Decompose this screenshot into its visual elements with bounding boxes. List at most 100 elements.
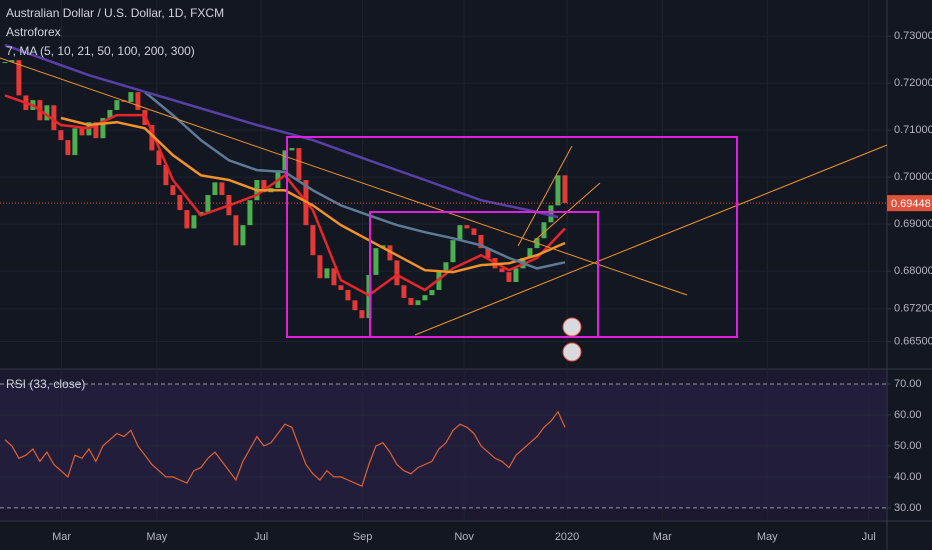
event-icon: [562, 342, 582, 362]
last-price-box: [887, 195, 932, 212]
candle: [2, 62, 8, 64]
candle: [464, 225, 470, 229]
moving-average: [60, 116, 566, 274]
x-tick-label: May: [757, 531, 778, 543]
candle: [156, 150, 162, 165]
candle: [240, 225, 246, 246]
last-price-label: 0.69448: [891, 198, 931, 210]
candle: [331, 268, 337, 286]
candle: [58, 130, 64, 141]
grid: [0, 0, 887, 520]
candle: [443, 262, 449, 271]
x-tick-label: Jul: [254, 531, 268, 543]
candle: [471, 228, 477, 235]
candle: [422, 295, 428, 301]
chart-subtitle: Astroforex: [6, 25, 61, 39]
candle: [219, 182, 225, 196]
candle: [135, 92, 141, 110]
y-tick-label: 0.70000: [894, 171, 932, 183]
event-icon: [562, 317, 582, 337]
candle: [72, 128, 78, 156]
candle: [261, 180, 267, 193]
candle: [415, 300, 421, 306]
x-tick-label: May: [146, 531, 167, 543]
candle: [555, 175, 561, 206]
y-tick-label: 30.00: [894, 502, 922, 514]
candle: [233, 215, 239, 246]
indicator-label: 7, MA (5, 10, 21, 50, 100, 200, 300): [6, 44, 195, 58]
x-tick-label: Jul: [862, 531, 876, 543]
candle: [401, 285, 407, 298]
marks: [0, 43, 887, 488]
candle: [478, 234, 484, 249]
candle: [352, 300, 358, 311]
chart-title: Australian Dollar / U.S. Dollar, 1D, FXC…: [6, 6, 224, 20]
candle: [527, 248, 533, 259]
y-tick-label: 0.67200: [894, 303, 932, 315]
candle: [44, 105, 50, 121]
y-tick-label: 0.69000: [894, 218, 932, 230]
x-tick-label: 2020: [555, 531, 579, 543]
candle: [548, 205, 554, 223]
candle: [450, 240, 456, 263]
candle: [16, 60, 22, 96]
candle: [429, 289, 435, 296]
y-tick-label: 0.66500: [894, 336, 932, 348]
candle: [9, 60, 15, 63]
candle: [310, 225, 316, 256]
candle: [373, 248, 379, 275]
candle: [65, 140, 71, 156]
candle: [338, 285, 344, 290]
candle: [149, 125, 155, 151]
candle: [359, 310, 365, 319]
rsi-title: RSI (33, close): [6, 377, 85, 391]
candle: [408, 297, 414, 306]
candle: [191, 215, 197, 229]
y-tick-label: 60.00: [894, 409, 922, 421]
drawings: [0, 57, 888, 362]
candle: [128, 92, 134, 102]
candle: [51, 105, 57, 131]
candle: [177, 195, 183, 211]
candle: [212, 182, 218, 196]
candle: [107, 109, 113, 118]
x-tick-label: Nov: [454, 531, 474, 543]
candle: [317, 255, 323, 279]
y-tick-label: 70.00: [894, 378, 922, 390]
y-tick-label: 0.71000: [894, 124, 932, 136]
candle: [296, 148, 302, 181]
candle: [562, 175, 568, 204]
candle: [100, 117, 106, 139]
candle: [184, 210, 190, 229]
y-tick-label: 0.72000: [894, 77, 932, 89]
y-tick-label: 0.68000: [894, 265, 932, 277]
trend-line: [414, 144, 888, 336]
candle: [541, 222, 547, 239]
candle: [93, 122, 99, 139]
trend-line: [0, 57, 688, 296]
candle: [485, 248, 491, 259]
candle: [163, 164, 169, 186]
candle: [394, 260, 400, 286]
moving-average: [4, 43, 559, 219]
rsi-line: [4, 410, 566, 488]
candle: [499, 268, 505, 273]
candle: [114, 100, 120, 110]
trend-line: [517, 145, 573, 247]
x-tick-label: Mar: [52, 531, 71, 543]
candle: [457, 225, 463, 241]
candle: [513, 268, 519, 282]
candle: [79, 128, 85, 136]
candle: [289, 148, 295, 151]
y-tick-label: 0.73000: [894, 30, 932, 42]
candle: [324, 268, 330, 279]
candle: [506, 272, 512, 282]
y-tick-label: 50.00: [894, 440, 922, 452]
x-tick-label: Mar: [653, 531, 672, 543]
candle: [170, 185, 176, 196]
candle: [282, 150, 288, 171]
candle: [247, 200, 253, 226]
y-tick-label: 40.00: [894, 471, 922, 483]
x-tick-label: Sep: [353, 531, 373, 543]
